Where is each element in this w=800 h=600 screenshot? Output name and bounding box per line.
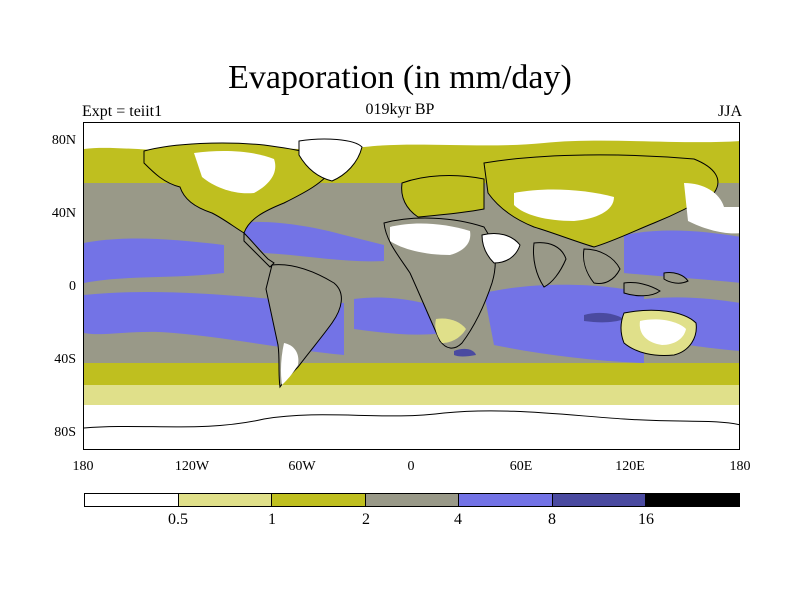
southern-africa-region [435, 318, 466, 343]
colorbar-level-label: 8 [548, 511, 556, 528]
indian-ocean-band [484, 284, 644, 363]
australia-interior [639, 319, 686, 345]
season-label: JJA [717, 103, 742, 120]
colorbar-swatch [85, 494, 179, 506]
india-region [533, 242, 567, 288]
east-asia-coast-region [684, 183, 739, 234]
colorbar-swatch [459, 494, 553, 506]
colorbar-swatch [552, 494, 647, 506]
latitude-tick-label: 40N [51, 206, 76, 221]
longitude-tick-label: 180 [729, 459, 751, 474]
south-atlantic-band [354, 297, 444, 335]
evaporation-map [83, 122, 740, 450]
colorbar-level-label: 0.5 [168, 511, 188, 528]
latitude-tick-label: 0 [69, 279, 76, 294]
north-atlantic-tropical-band [234, 221, 384, 262]
sahara-region [390, 223, 471, 255]
longitude-tick-label: 0 [407, 459, 415, 474]
antarctica-coast [84, 410, 739, 429]
colorbar-level-label: 4 [454, 511, 462, 528]
latitude-tick-label: 40S [54, 352, 76, 367]
greenland-region [298, 138, 363, 182]
latitude-tick-label: 80S [54, 425, 76, 440]
colorbar-swatch [646, 494, 740, 506]
longitude-tick-label: 180 [72, 459, 94, 474]
colorbar-level-label: 2 [362, 511, 370, 528]
longitude-tick-label: 120W [174, 459, 210, 474]
colorbar-swatch [178, 494, 273, 506]
colorbar-level-label: 1 [268, 511, 276, 528]
north-america-interior [194, 151, 276, 194]
colorbar-swatch [272, 494, 366, 506]
colorbar [84, 493, 740, 507]
longitude-tick-label: 60W [288, 459, 316, 474]
north-pacific-tropical-band [84, 238, 224, 283]
longitude-tick-label: 120E [615, 459, 645, 474]
latitude-tick-label: 80N [51, 133, 76, 148]
africa-region [383, 217, 496, 349]
map-subtitle: 019kyr BP [365, 101, 435, 118]
colorbar-swatch [365, 494, 460, 506]
southern-light-band [84, 385, 739, 407]
antarctica-region [84, 405, 739, 449]
longitude-tick-label: 60E [509, 459, 533, 474]
map-title: Evaporation (in mm/day) [228, 59, 572, 96]
southeast-asia-region [583, 248, 621, 284]
west-pacific-band [624, 230, 739, 283]
central-asia-desert [514, 189, 614, 221]
maritime-islands [623, 272, 689, 297]
patagonia-region [280, 343, 299, 385]
colorbar-level-label: 16 [638, 511, 654, 528]
arabia-region [481, 232, 521, 264]
experiment-label: Expt = teiit1 [82, 103, 163, 120]
indian-ocean-peak [584, 312, 624, 323]
south-indian-peak [454, 348, 476, 357]
europe-region [401, 175, 485, 218]
